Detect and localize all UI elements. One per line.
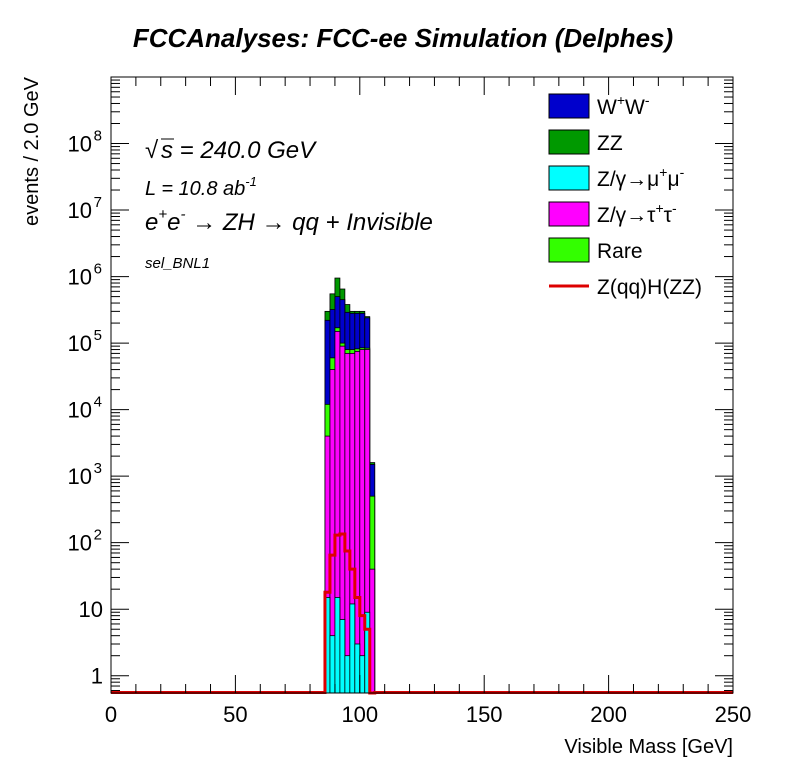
chart-title: FCCAnalyses: FCC-ee Simulation (Delphes) [133,23,673,53]
x-tick-label-4: 200 [590,702,627,727]
legend-label-text: Rare [597,240,643,263]
legend-label-text: Z/γ→μ [597,168,659,191]
lumi-main: L = 10.8 ab [145,178,245,200]
y-tick-base: 10 [68,198,92,223]
selection-text: sel_BNL1 [145,255,210,272]
process-exp1: + [158,206,167,223]
bar-mumu-3 [339,619,346,694]
x-tick-label-2: 100 [341,702,378,727]
bar-tautau-6 [354,351,361,694]
legend-swatch-3 [548,201,590,227]
lumi-exp: -1 [245,174,257,189]
bar-mumu-5 [349,603,356,694]
y-tick-label-0: 1 [91,664,103,689]
legend-label-text: W [597,96,617,119]
legend-label-0: W+W- [597,92,650,119]
legend-label-text: W [625,96,645,119]
legend-swatch-0 [548,93,590,119]
legend-label-text: μ [667,168,679,191]
y-tick-label-4: 10 4 [68,394,102,423]
y-tick-label-5: 10 5 [68,327,102,356]
sqrt-s-text: s = 240.0 GeV [161,137,317,164]
y-tick-label-6: 10 6 [68,261,102,290]
y-tick-base: 1 [91,664,103,689]
y-tick-base: 10 [68,331,92,356]
x-axis-label: Visible Mass [GeV] [564,736,733,758]
legend-label-sup: - [680,164,685,180]
process-text: e+e- → ZH → qq + Invisible [145,206,433,236]
y-tick-exp: 3 [94,460,102,477]
y-tick-label-2: 10 2 [68,527,102,556]
bar-mumu-4 [344,655,351,694]
signal-line [111,532,733,695]
process-e2: e [167,209,180,236]
y-tick-base: 10 [68,398,92,423]
bar-mumu-1 [329,635,336,694]
y-tick-base: 10 [68,464,92,489]
y-tick-base: 10 [68,132,92,157]
legend-label-4: Rare [597,240,643,263]
lumi-text: L = 10.8 ab-1 [145,174,257,200]
legend-label-text: τ [664,204,673,227]
process-rest: → ZH → qq + Invisible [185,209,432,236]
x-tick-label-5: 250 [715,702,752,727]
annotations: √ s = 240.0 GeV L = 10.8 ab-1 e+e- → ZH … [145,137,433,272]
y-tick-label-3: 10 3 [68,460,102,489]
legend-label-1: ZZ [597,132,623,155]
x-tick-label-1: 50 [223,702,247,727]
y-tick-base: 10 [68,531,92,556]
y-tick-base: 10 [79,597,103,622]
legend-swatch-4 [548,237,590,263]
legend-label-text: Z/γ→τ [597,204,656,227]
legend-label-text: ZZ [597,132,623,155]
y-tick-exp: 6 [94,261,102,278]
process-e1: e [145,209,158,236]
y-tick-label-7: 10 7 [68,194,102,223]
y-tick-exp: 7 [94,194,102,211]
plot-frame [110,76,734,694]
legend-label-sup: + [655,200,663,216]
y-axis-label: events / 2.0 GeV [21,76,43,226]
stacked-bars [324,277,376,694]
y-tick-exp: 8 [94,128,102,145]
legend-label-sup: - [672,200,677,216]
bar-mumu-7 [359,655,366,694]
legend-label-5: Z(qq)H(ZZ) [597,276,702,299]
y-tick-exp: 5 [94,327,102,344]
legend-swatch-1 [548,129,590,155]
legend-label-text: Z(qq)H(ZZ) [597,276,702,299]
legend-label-2: Z/γ→μ+μ- [597,164,685,191]
y-tick-exp: 4 [94,394,102,411]
legend-label-sup: + [617,92,625,108]
x-tick-label-3: 150 [466,702,503,727]
bar-mumu-2 [334,597,341,694]
x-tick-label-0: 0 [105,702,117,727]
bar-tautau-4 [344,353,351,694]
signal-line-group [111,532,733,695]
legend-label-sup: + [659,164,667,180]
legend-label-sup: - [645,92,650,108]
y-tick-base: 10 [68,265,92,290]
bar-tautau-7 [359,349,366,694]
sqrt-s-symbol: √ [145,137,159,164]
y-tick-exp: 2 [94,527,102,544]
legend-swatch-2 [548,165,590,191]
process-exp2: - [180,206,185,223]
y-tick-label-1: 10 [79,597,103,622]
bar-mumu-6 [354,643,361,694]
legend-label-3: Z/γ→τ+τ- [597,200,677,227]
y-tick-label-8: 10 8 [68,128,102,157]
